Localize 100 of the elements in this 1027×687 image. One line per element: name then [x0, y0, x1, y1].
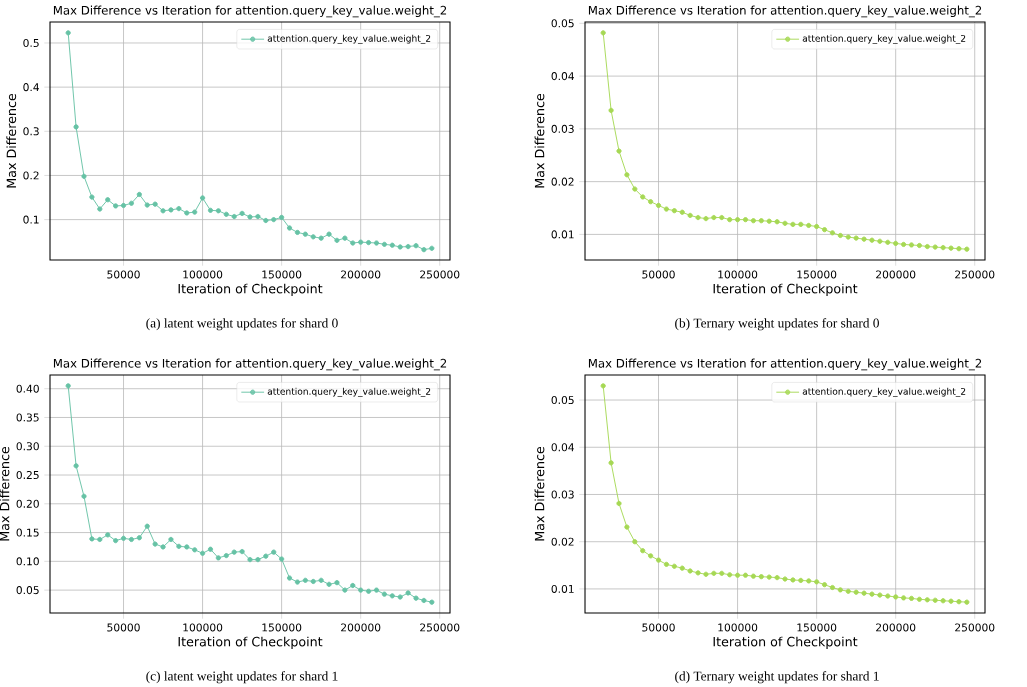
point — [742, 217, 749, 223]
point — [766, 218, 772, 224]
point — [600, 383, 606, 389]
point — [845, 588, 851, 594]
point — [239, 210, 245, 217]
point — [616, 148, 622, 154]
point — [711, 214, 717, 221]
point — [790, 221, 796, 227]
point — [837, 232, 843, 239]
point — [608, 107, 614, 113]
point — [719, 214, 725, 221]
y-tick-label: 0.2 — [23, 171, 39, 180]
chart-title: Max Difference vs Iteration for attention.query_key_value.weight_2 — [588, 358, 982, 371]
point — [263, 217, 269, 224]
point — [223, 211, 229, 217]
point — [365, 588, 372, 594]
point — [326, 581, 332, 587]
point — [782, 220, 788, 226]
chart-title: Max Difference vs Iteration for attention.query_key_value.weight_2 — [53, 5, 447, 18]
point — [160, 208, 166, 214]
y-tick-label: 0.02 — [551, 537, 574, 546]
point — [742, 572, 749, 578]
point — [948, 245, 954, 251]
point — [294, 229, 301, 236]
point — [829, 584, 836, 591]
y-axis-title: Max Difference — [6, 93, 17, 188]
point — [81, 173, 87, 179]
point — [719, 570, 725, 576]
chart-title: Max Difference vs Iteration for attention.query_key_value.weight_2 — [588, 5, 982, 18]
x-tick-label: 200000 — [876, 623, 916, 632]
y-axis-title: Max Difference — [0, 446, 10, 541]
point — [648, 199, 654, 205]
point — [105, 197, 111, 203]
x-tick-label: 150000 — [262, 623, 302, 632]
point — [679, 209, 685, 215]
point — [199, 195, 206, 201]
point — [176, 543, 182, 549]
point — [837, 587, 843, 593]
point — [342, 235, 348, 241]
y-tick-label: 0.01 — [551, 230, 574, 239]
point — [247, 557, 253, 563]
point — [782, 576, 788, 582]
point — [215, 555, 221, 561]
point — [956, 599, 962, 605]
point — [373, 240, 380, 246]
point — [893, 594, 899, 600]
point — [89, 194, 95, 200]
x-tick-label: 200000 — [876, 270, 916, 279]
point — [65, 30, 71, 36]
point — [279, 556, 285, 562]
point — [73, 124, 79, 130]
point — [750, 573, 756, 579]
point — [663, 206, 670, 212]
point — [861, 236, 867, 242]
point — [711, 570, 717, 576]
x-tick-label: 100000 — [183, 270, 223, 279]
point — [671, 208, 677, 214]
point — [845, 234, 851, 240]
point — [381, 591, 387, 597]
point — [821, 227, 828, 233]
point — [113, 203, 119, 209]
x-tick-label: 250000 — [955, 270, 995, 279]
point — [948, 598, 954, 604]
point — [624, 172, 630, 178]
point — [663, 561, 670, 567]
point — [806, 578, 812, 584]
point — [908, 242, 915, 248]
point — [932, 597, 938, 603]
y-tick-label: 0.04 — [551, 72, 574, 81]
point — [932, 244, 938, 250]
point — [758, 574, 764, 580]
x-tick-label: 50000 — [642, 623, 675, 632]
point — [279, 214, 285, 221]
y-tick-label: 0.10 — [16, 557, 39, 566]
point — [790, 577, 796, 583]
point — [144, 202, 150, 208]
y-tick-label: 0.02 — [551, 177, 574, 186]
x-tick-label: 250000 — [420, 623, 460, 632]
point — [168, 207, 174, 213]
point — [326, 231, 332, 237]
point — [655, 202, 662, 208]
point — [413, 595, 419, 601]
x-tick-label: 50000 — [642, 270, 675, 279]
point — [734, 217, 741, 223]
y-tick-label: 0.25 — [16, 470, 39, 480]
point — [105, 532, 111, 538]
point — [128, 536, 135, 543]
legend-label: attention.query_key_value.weight_2 — [802, 34, 966, 44]
point — [798, 577, 804, 584]
point — [373, 587, 380, 593]
point — [97, 206, 103, 212]
point — [916, 596, 922, 602]
point — [397, 244, 403, 250]
point — [956, 246, 962, 252]
point — [81, 493, 87, 499]
point — [255, 557, 261, 563]
x-axis-title: Iteration of Checkpoint — [713, 636, 858, 649]
x-axis-title: Iteration of Checkpoint — [713, 283, 858, 296]
point — [964, 246, 970, 252]
x-tick-label: 150000 — [797, 270, 837, 279]
